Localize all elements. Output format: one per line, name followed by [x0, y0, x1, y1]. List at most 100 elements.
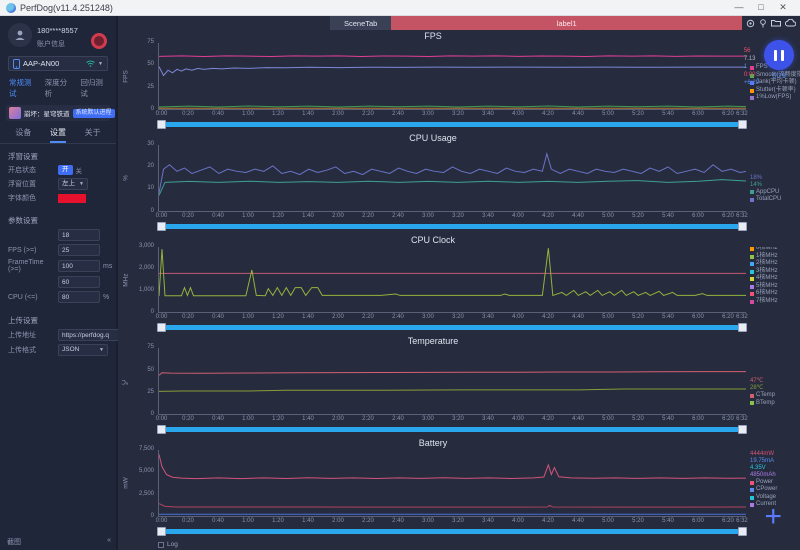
pause-button[interactable]	[764, 40, 794, 70]
folder-icon[interactable]	[771, 19, 781, 27]
cloud-icon[interactable]	[785, 19, 796, 27]
param-input[interactable]	[58, 276, 100, 288]
legend-value: 18%	[750, 174, 763, 181]
legend-item[interactable]: 1%Low(FPS)	[750, 94, 798, 102]
app-selector[interactable]: 崩坏：星穹铁道 系统默认进程 ▼	[6, 105, 122, 121]
scrollbar-handle-right[interactable]	[738, 119, 747, 129]
param-input[interactable]	[58, 229, 100, 241]
nav-tab-深度分析[interactable]: 深度分析	[44, 78, 68, 98]
scrollbar-handle-left[interactable]	[157, 221, 166, 231]
chart-temperature: Temperature ℃ 0 25 50 75 47℃ 28℃ CTemp BTemp 0:00 0…	[120, 335, 800, 437]
chart-cpu-clock: CPU Clock MHz 0 1,000 2,000 3,000 0核MHz 1核MHz 2核…	[120, 234, 800, 336]
float-position-select[interactable]: 左上 ▼	[58, 178, 88, 190]
legend-swatch-icon	[750, 503, 754, 508]
legend-item[interactable]: FPS	[750, 64, 798, 72]
device-selector[interactable]: AAP-AN00 ▼	[8, 56, 108, 71]
legend-item[interactable]: 3核MHz	[750, 268, 798, 276]
legend-item[interactable]: Power	[750, 479, 798, 487]
upload-format-select[interactable]: JSON ▼	[58, 344, 108, 356]
time-scrollbar[interactable]	[157, 119, 747, 129]
target-icon[interactable]	[746, 19, 755, 28]
x-tick: 0:00	[155, 212, 168, 219]
x-tick: 3:20	[452, 416, 464, 423]
legend-item[interactable]: 1核MHz	[750, 253, 798, 261]
chart-legend: 18% 14% AppCPU TotalCPU	[746, 145, 800, 212]
log-checkbox[interactable]	[158, 541, 164, 548]
legend-swatch-icon	[750, 488, 754, 493]
scene-tab[interactable]: SceneTab	[330, 16, 392, 30]
nav-tab-常规测试[interactable]: 常规测试	[9, 78, 32, 98]
nav-tab-回归测试[interactable]: 回归测试	[80, 78, 103, 98]
legend-item[interactable]: CPower	[750, 486, 798, 494]
panel-tab-关于[interactable]: 关于	[84, 128, 101, 137]
legend-item[interactable]: CTemp	[750, 392, 798, 400]
legend-item[interactable]: Voltage	[750, 494, 798, 502]
time-scrollbar[interactable]	[157, 526, 747, 536]
scrollbar-handle-left[interactable]	[157, 119, 166, 129]
legend-item[interactable]: Current	[750, 501, 798, 509]
float-toggle-on[interactable]: 开	[58, 165, 73, 175]
param-input[interactable]	[58, 260, 100, 272]
scrollbar-handle-right[interactable]	[738, 221, 747, 231]
legend-item[interactable]: Jank(平均卡顿)	[750, 79, 798, 87]
avatar[interactable]	[8, 23, 32, 47]
param-input[interactable]	[58, 291, 100, 303]
maximize-button[interactable]: □	[758, 2, 764, 12]
scrollbar-handle-left[interactable]	[157, 323, 166, 333]
legend-item[interactable]: BTemp	[750, 400, 798, 408]
legend-item[interactable]: TotalCPU	[750, 196, 798, 204]
legend-swatch-icon	[750, 495, 754, 500]
legend-swatch-icon	[750, 254, 754, 259]
upload-url-input[interactable]	[58, 329, 120, 341]
float-toggle-off[interactable]: 关	[75, 168, 83, 175]
legend-item[interactable]: 4核MHz	[750, 275, 798, 283]
x-tick: 1:00	[242, 110, 254, 117]
x-tick: 4:40	[572, 110, 584, 117]
upload-url-label: 上传地址	[8, 332, 36, 339]
minimize-button[interactable]: —	[734, 2, 744, 12]
legend-item[interactable]: 7核MHz	[750, 298, 798, 306]
chart-title: FPS	[424, 31, 442, 41]
legend-item[interactable]: 6核MHz	[750, 290, 798, 298]
scrollbar-handle-right[interactable]	[738, 526, 747, 536]
x-tick: 2:00	[332, 314, 344, 321]
legend-item[interactable]: AppCPU	[750, 189, 798, 197]
x-tick: 2:00	[332, 416, 344, 423]
x-tick: 5:00	[602, 416, 614, 423]
legend-swatch-icon	[750, 88, 754, 93]
series-AppCPU	[159, 179, 746, 195]
x-tick: 5:20	[632, 314, 644, 321]
close-button[interactable]: ✕	[779, 2, 787, 12]
time-scrollbar[interactable]	[157, 323, 747, 333]
scrollbar-handle-right[interactable]	[738, 425, 747, 435]
time-scrollbar[interactable]	[157, 425, 747, 435]
x-axis-ticks: 0:00 0:20 0:40 1:00 1:20 1:40 2:00 2:20 2:40 3:00…	[156, 517, 748, 526]
add-marker-crosshair[interactable]: +	[764, 500, 782, 533]
panel-tab-设置[interactable]: 设置	[49, 127, 66, 143]
topbar: SceneTab label1	[118, 16, 800, 30]
scrollbar-handle-left[interactable]	[157, 425, 166, 435]
font-color-swatch[interactable]	[58, 193, 86, 203]
scrollbar-handle-left[interactable]	[157, 526, 166, 536]
y-tick: 7,500	[138, 446, 154, 453]
float-settings-section: 浮窗设置 开启状态 开 关 浮窗位置 左上 ▼ 字体颜色	[0, 144, 116, 208]
collapse-sidebar-button[interactable]: «	[107, 537, 111, 544]
account-info-link[interactable]: 账户信息	[37, 41, 65, 48]
stop-record-button[interactable]	[91, 33, 107, 49]
legend-label: Stutter(卡顿率)	[756, 86, 796, 93]
pin-icon[interactable]	[759, 18, 767, 28]
legend-item[interactable]: Stutter(卡顿率)	[750, 87, 798, 95]
y-tick: 75	[147, 39, 154, 45]
legend-item[interactable]: 2核MHz	[750, 260, 798, 268]
legend-item[interactable]: Smooth(流畅度指数)	[750, 72, 800, 80]
time-scrollbar[interactable]	[157, 221, 747, 231]
x-tick: 0:40	[212, 314, 224, 321]
legend-item[interactable]: 0核MHz	[750, 247, 798, 253]
scrollbar-handle-right[interactable]	[738, 323, 747, 333]
time-scrollbar-row	[157, 424, 747, 435]
panel-tab-设备[interactable]: 设备	[15, 128, 32, 137]
time-scrollbar-row	[157, 221, 747, 232]
legend-item[interactable]: 5核MHz	[750, 283, 798, 291]
sidebar-footer-text[interactable]: 截图	[7, 539, 21, 546]
param-input[interactable]	[58, 244, 100, 256]
